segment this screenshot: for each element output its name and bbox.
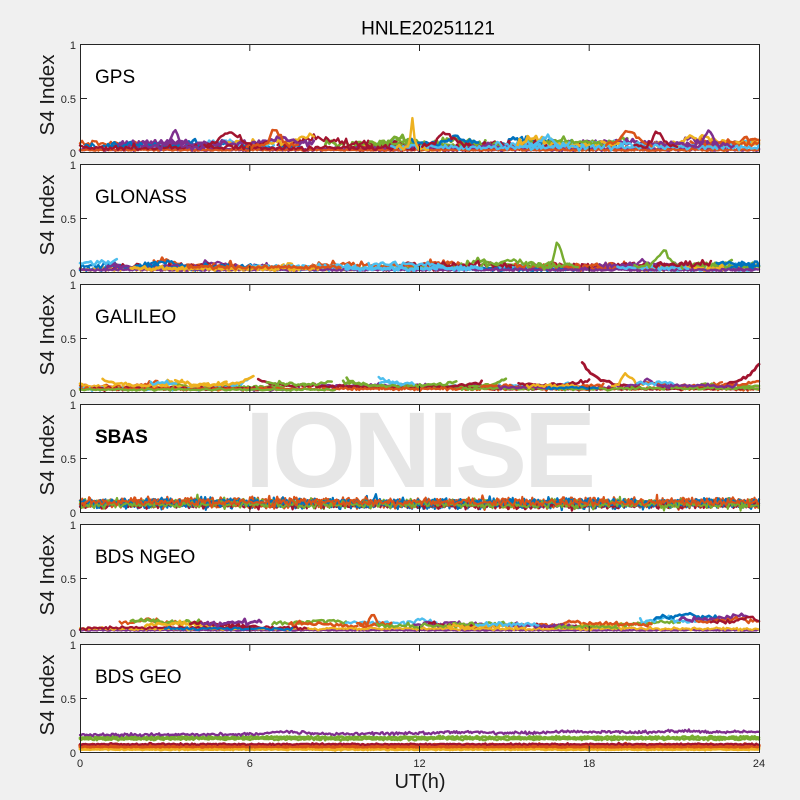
svg-text:0.5: 0.5 [61,694,76,706]
svg-text:S4 Index: S4 Index [36,534,59,616]
svg-text:S4 Index: S4 Index [36,414,59,496]
svg-text:0: 0 [77,758,83,770]
svg-text:0: 0 [70,148,76,160]
svg-text:SBAS: SBAS [95,427,148,448]
svg-text:IONISE: IONISE [245,389,593,510]
svg-text:UT(h): UT(h) [394,771,445,793]
svg-text:1: 1 [70,400,76,412]
svg-text:S4 Index: S4 Index [36,294,59,376]
svg-text:GLONASS: GLONASS [95,187,187,208]
svg-text:1: 1 [70,160,76,172]
svg-text:0: 0 [70,268,76,280]
svg-text:0.5: 0.5 [61,334,76,346]
svg-text:S4 Index: S4 Index [36,654,59,736]
svg-text:1: 1 [70,40,76,52]
svg-text:24: 24 [753,758,765,770]
svg-text:0: 0 [70,628,76,640]
svg-text:0.5: 0.5 [61,214,76,226]
svg-text:1: 1 [70,520,76,532]
svg-text:18: 18 [583,758,595,770]
svg-text:0.5: 0.5 [61,94,76,106]
svg-text:BDS GEO: BDS GEO [95,667,182,688]
svg-text:0: 0 [70,748,76,760]
svg-text:0.5: 0.5 [61,574,76,586]
svg-text:1: 1 [70,640,76,652]
svg-text:GALILEO: GALILEO [95,307,176,328]
svg-text:1: 1 [70,280,76,292]
svg-text:GPS: GPS [95,67,135,88]
svg-text:HNLE20251121: HNLE20251121 [361,19,495,40]
svg-text:6: 6 [247,758,253,770]
svg-text:S4 Index: S4 Index [36,174,59,256]
svg-text:0.5: 0.5 [61,454,76,466]
svg-text:BDS NGEO: BDS NGEO [95,547,195,568]
svg-text:0: 0 [70,508,76,520]
svg-text:0: 0 [70,388,76,400]
svg-text:S4 Index: S4 Index [36,54,59,136]
svg-text:12: 12 [413,758,425,770]
